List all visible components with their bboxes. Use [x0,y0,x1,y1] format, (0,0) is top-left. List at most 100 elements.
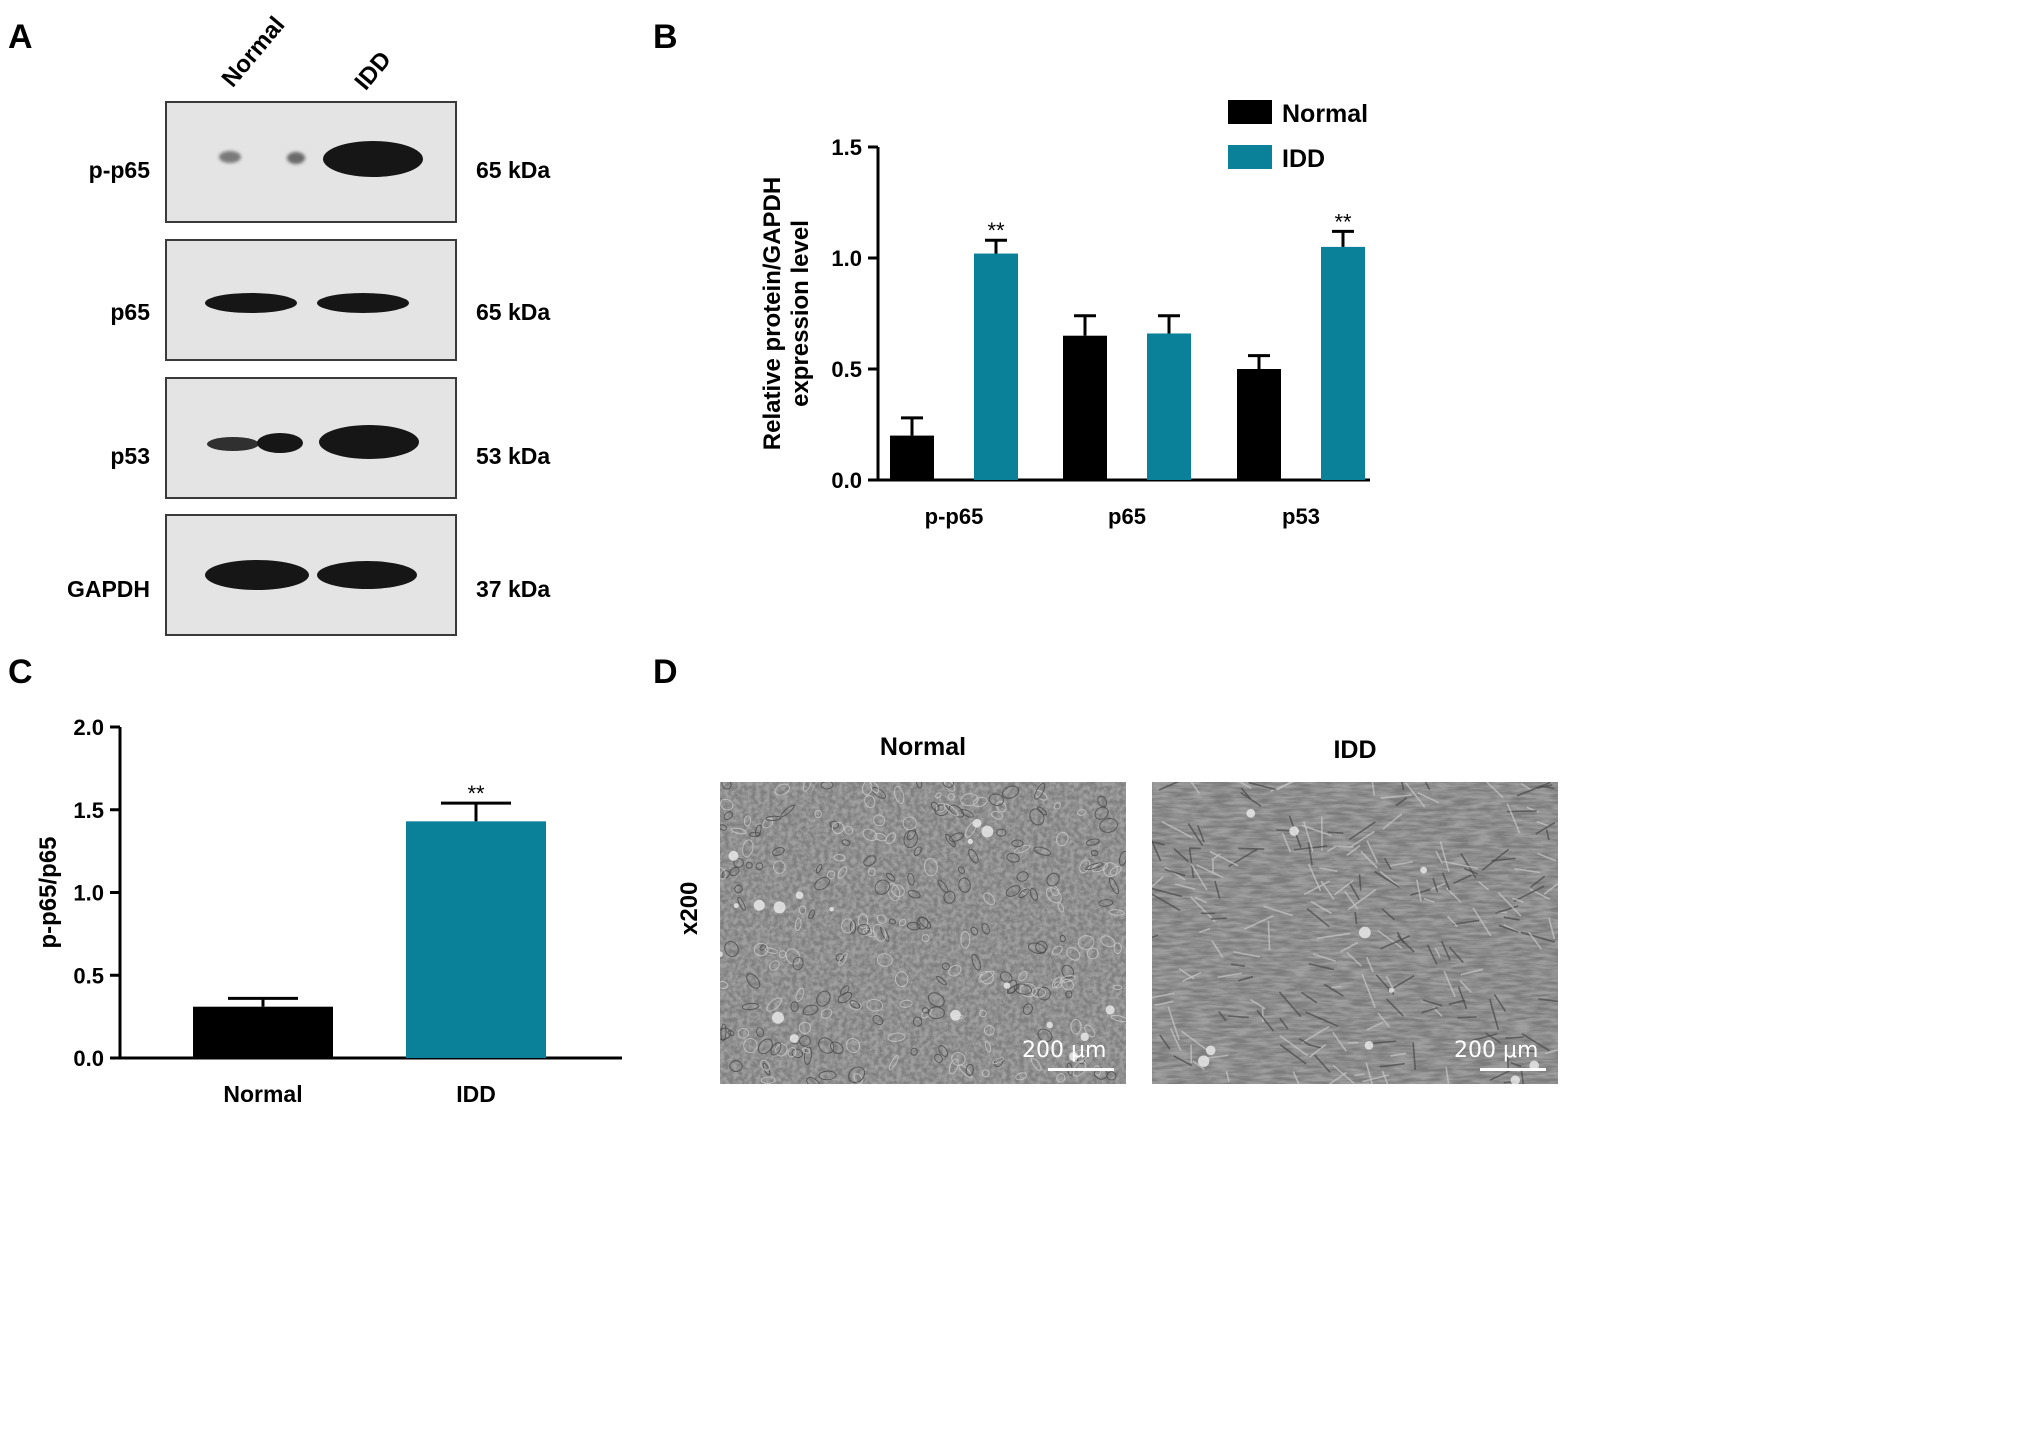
cell-shape [867,867,876,877]
cell-shape [1152,893,1181,911]
cell-shape [1077,1055,1085,1065]
cell-shape [1472,1033,1498,1042]
cell-shape [766,997,783,1012]
cell-shape [1152,934,1159,939]
cell-shape [1098,899,1114,907]
cell-shape [902,816,917,831]
cell-shape [1426,944,1438,965]
panel-letter-b: B [653,18,678,56]
cell-shape [1118,850,1126,866]
cell-shape [802,1004,819,1016]
cell-shape [830,1041,844,1055]
cell-shape [1347,888,1377,911]
band-normal [205,560,309,590]
cell-shape [729,1060,743,1073]
cell-shape [849,920,857,934]
band-normal [257,433,303,453]
cell-shape [1327,831,1344,835]
cell-shape [844,825,854,835]
cell-shape [1015,1072,1027,1081]
cell-shape [1303,821,1314,852]
significance-marker: ** [467,781,485,806]
cell-shape [743,815,752,827]
cell-shape [780,804,795,818]
cell-shape [887,883,901,902]
cell-shape [857,913,869,929]
cell-shape [760,1076,776,1084]
cell-shape [840,918,855,934]
legend-swatch-idd [1228,145,1272,169]
cell-shape [1211,939,1224,958]
cell-shape [888,1054,899,1071]
cell-shape [927,992,945,1008]
cell-shape [1410,888,1433,896]
cell-shape [753,942,769,957]
band-normal [219,151,241,163]
cell-shape [1506,803,1521,834]
cell-shape [837,866,848,879]
cell-shape [1422,999,1443,1007]
cell-shape [1543,882,1558,895]
cell-shape [1381,1070,1389,1084]
cell-shape [910,1047,918,1056]
cell-shape [1385,975,1396,992]
cell-shape [770,1042,782,1056]
cell-shape [1423,898,1435,903]
cell-shape [757,1038,773,1055]
cell-shape [949,832,964,842]
cell-shape [1443,970,1456,998]
cell-shape [1520,1069,1525,1084]
cell-shape [724,941,739,957]
lane-label-normal: Normal [216,11,291,93]
bright-cell [967,838,973,844]
blot-label-p53: p53 [110,443,150,469]
cell-shape [972,796,988,808]
cell-shape [1035,940,1048,954]
cell-shape [1525,1049,1536,1053]
bright-cell [1510,1075,1520,1084]
cell-shape [887,1032,906,1042]
cell-shape [1173,847,1189,863]
cell-shape [899,999,913,1008]
cell-shape [806,1077,821,1084]
cell-shape [923,857,938,877]
cell-shape [1360,850,1378,869]
chart-c: 0.0 0.5 1.0 1.5 2.0 p-p65/p65 Normal IDD ** [35,715,622,1107]
bright-cell [1080,1032,1089,1042]
cell-shape [894,971,909,987]
cell-shape [872,1015,884,1026]
cell-shape [1209,850,1239,867]
cell-shape [1536,820,1550,827]
bright-cell [1289,826,1299,836]
y-tick-label: 0.0 [831,468,862,493]
cell-shape [1380,794,1412,799]
cell-shape [1090,850,1099,857]
cell-shape [1051,976,1063,989]
cell-shape [930,801,940,812]
cell-shape [1328,1071,1347,1084]
y-tick-label: 1.5 [831,135,862,160]
cell-shape [1472,907,1492,937]
cell-shape [1174,883,1196,891]
y-tick-label: 2.0 [73,715,104,740]
cell-shape [802,782,812,792]
cell-shape [1457,1016,1477,1019]
cell-shape [1279,1018,1289,1030]
y-axis-label-line: Relative protein/GAPDH [759,177,786,450]
cell-shape [936,975,947,986]
cell-shape [778,950,787,959]
cell-shape [941,962,950,971]
cell-shape [1368,1040,1397,1045]
cell-shape [1348,821,1376,841]
cell-shape [934,804,949,817]
cell-shape [1365,1062,1373,1084]
cell-shape [1011,839,1024,848]
band-normal [207,437,259,451]
cell-shape [1196,864,1224,879]
cell-shape [1332,1031,1347,1052]
cell-shape [1442,860,1479,870]
cell-shape [1312,953,1337,963]
cell-shape [1379,1062,1405,1068]
cell-shape [737,896,746,911]
cell-shape [958,877,971,893]
